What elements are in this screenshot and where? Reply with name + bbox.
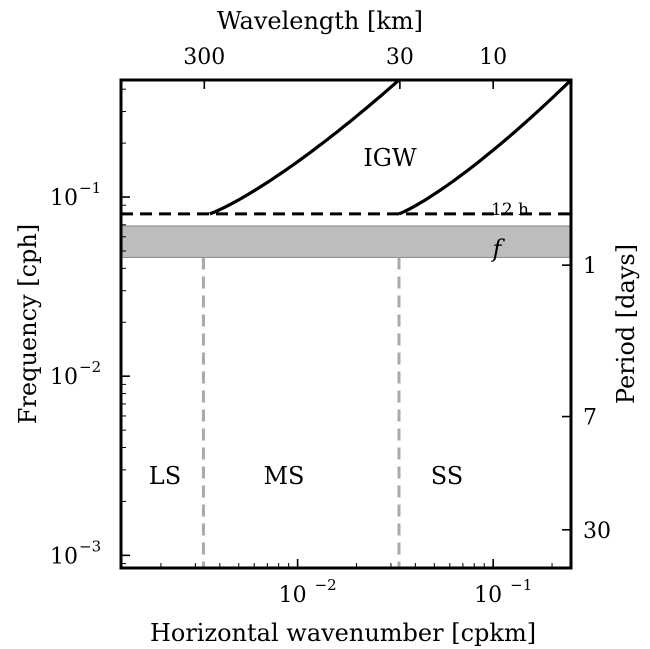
top-tick-label: 10 <box>479 45 507 70</box>
x-tick-exponent: −1 <box>510 576 532 594</box>
igw-curve <box>209 78 401 216</box>
y-tick-label: 10 <box>50 186 78 211</box>
right-tick-label: 7 <box>583 406 597 431</box>
plot-content <box>120 78 573 568</box>
y-tick-exponent: −1 <box>79 179 101 197</box>
x-tick-label: 10 <box>279 583 307 608</box>
annotation-ms: MS <box>263 462 304 490</box>
annotation-ss: SS <box>431 462 463 490</box>
x-axis-label: Horizontal wavenumber [cpkm] <box>150 619 536 647</box>
y-tick-exponent: −2 <box>79 358 101 376</box>
x-tick-label: 10 <box>474 583 502 608</box>
right-tick-label: 1 <box>583 254 597 279</box>
top-tick-label: 30 <box>386 45 414 70</box>
y-tick-exponent: −3 <box>79 537 101 555</box>
y-axis-label: Frequency [cph] <box>14 224 42 424</box>
top-axis-label: Wavelength [km] <box>217 7 423 35</box>
right-axis-label: Period [days] <box>612 244 640 404</box>
plot-frame <box>119 78 573 570</box>
y-tick-label: 10 <box>50 544 78 569</box>
igw-curve <box>398 78 573 216</box>
annotation-ls: LS <box>149 462 181 490</box>
y-tick-label: 10 <box>50 365 78 390</box>
x-tick-exponent: −2 <box>315 576 337 594</box>
top-tick-label: 300 <box>183 45 225 70</box>
coriolis-band <box>120 225 572 258</box>
annotation-igw: IGW <box>363 144 417 172</box>
semidiurnal-label: 12 h <box>491 200 529 220</box>
right-tick-label: 30 <box>583 519 611 544</box>
